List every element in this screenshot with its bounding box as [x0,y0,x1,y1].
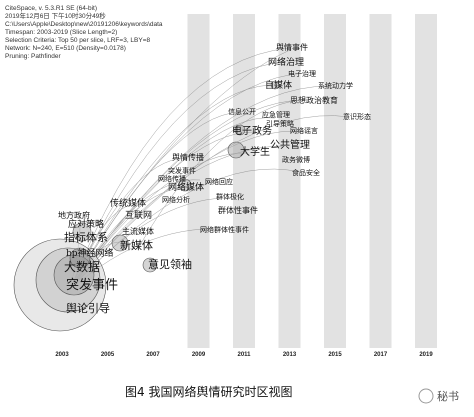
node-circle [69,247,91,269]
node-circle [142,257,158,273]
year-label: 2003 [55,352,69,358]
keyword-label: 政务微博 [282,155,310,164]
keyword-label: 电子政务 [232,124,272,137]
keyword-label: 主流媒体 [122,226,154,236]
node-circle [72,222,92,242]
keyword-label: 大数据 [64,259,100,274]
keyword-label: 群体性事件 [218,205,258,215]
time-band [324,14,346,348]
keyword-label: 公共管理 [270,138,310,151]
node-circles [13,80,280,332]
year-label: 2007 [146,352,160,358]
node-circle [270,80,280,90]
year-label: 2011 [237,352,251,358]
keyword-label: 网络回应 [205,177,233,186]
time-band [415,14,437,348]
time-band [233,14,255,348]
header-line: 2019年12月6日 下午10时30分49秒 [5,11,106,20]
keyword-label: 地方政府 [58,210,90,220]
edge [139,99,301,246]
year-label: 2009 [192,352,206,358]
keyword-label: 网络谣言 [290,126,318,135]
year-labels: 2003 2005 2007 2009 2011 2013 2015 2017 2019 [55,352,433,358]
keyword-label: 舆论引导 [66,301,110,315]
node-circle [227,141,245,159]
edge [69,47,291,291]
edges [69,47,351,291]
keyword-label: 舆情传播 [172,152,204,162]
keyword-label: 新媒体 [120,238,153,252]
time-bands [187,14,437,348]
year-label: 2013 [283,352,297,358]
keyword-label: 思想政治教育 [290,95,338,105]
edge [69,130,306,291]
figure-caption: 图4 我国网络舆情研究时区视图 [125,384,292,399]
keyword-label: 网络分析 [162,195,190,204]
header-line: Timespan: 2003-2019 (Slice Length=2) [5,29,117,36]
edge [69,117,276,291]
time-band [369,14,392,348]
year-label: 2017 [374,352,388,358]
keyword-label: 应对策略 [68,218,104,230]
time-band [187,14,210,348]
keyword-label: 电子治理 [288,69,316,78]
year-label: 2019 [419,352,433,358]
keyword-label: 应急管理 [262,110,290,119]
keyword-label: 传统媒体 [110,197,146,209]
header-line: CiteSpace, v. 5.3.R1 SE (64-bit) [5,5,97,12]
keyword-label: 系统动力学 [318,81,353,90]
header-line: Pruning: Pathfinder [5,53,61,60]
keyword-label: 网络媒体 [168,181,204,193]
keyword-label: 自媒体 [265,79,292,91]
year-label: 2015 [328,352,342,358]
keyword-label: 网络传播 [158,174,186,183]
keyword-label: 意识形态 [343,112,371,121]
header-info: CiteSpace, v. 5.3.R1 SE (64-bit)2019年12月… [5,5,163,60]
header-line: C:\Users\Apple\Desktop\new\20191206\keyw… [5,21,163,28]
node-circle [234,124,246,136]
watermark-icon [418,388,434,404]
keyword-label: 指标体系 [64,230,108,244]
keyword-label: 舆情事件 [276,42,308,52]
time-band [278,14,301,348]
keyword-label: 意见领袖 [148,257,192,271]
keyword-label: bp神经网络 [66,247,114,259]
edge [69,145,286,291]
edge [99,49,291,241]
header-line: Selection Criteria: Top 50 per slice, LR… [5,37,151,44]
keyword-label: 引导策略 [266,119,294,128]
node-circle [178,178,192,192]
edge [69,111,241,291]
keyword-label: 群体极化 [216,192,244,201]
keyword-label: 突发事件 [66,277,118,293]
header-line: Network: N=240, E=510 (Density=0.0178) [5,45,126,52]
keyword-label: 网络群体性事件 [200,225,249,234]
keyword-label: 信息公开 [228,107,256,116]
watermark: 秘书 [437,389,459,403]
edge [69,84,271,291]
node-circle [111,234,129,252]
keyword-label: 突发事件 [168,166,196,175]
keyword-label: 互联网 [125,210,152,221]
keyword-label: 大学生 [240,145,270,158]
keyword-label: 网络治理 [268,56,304,68]
keyword-label: 食品安全 [292,168,320,177]
year-label: 2005 [101,352,115,358]
